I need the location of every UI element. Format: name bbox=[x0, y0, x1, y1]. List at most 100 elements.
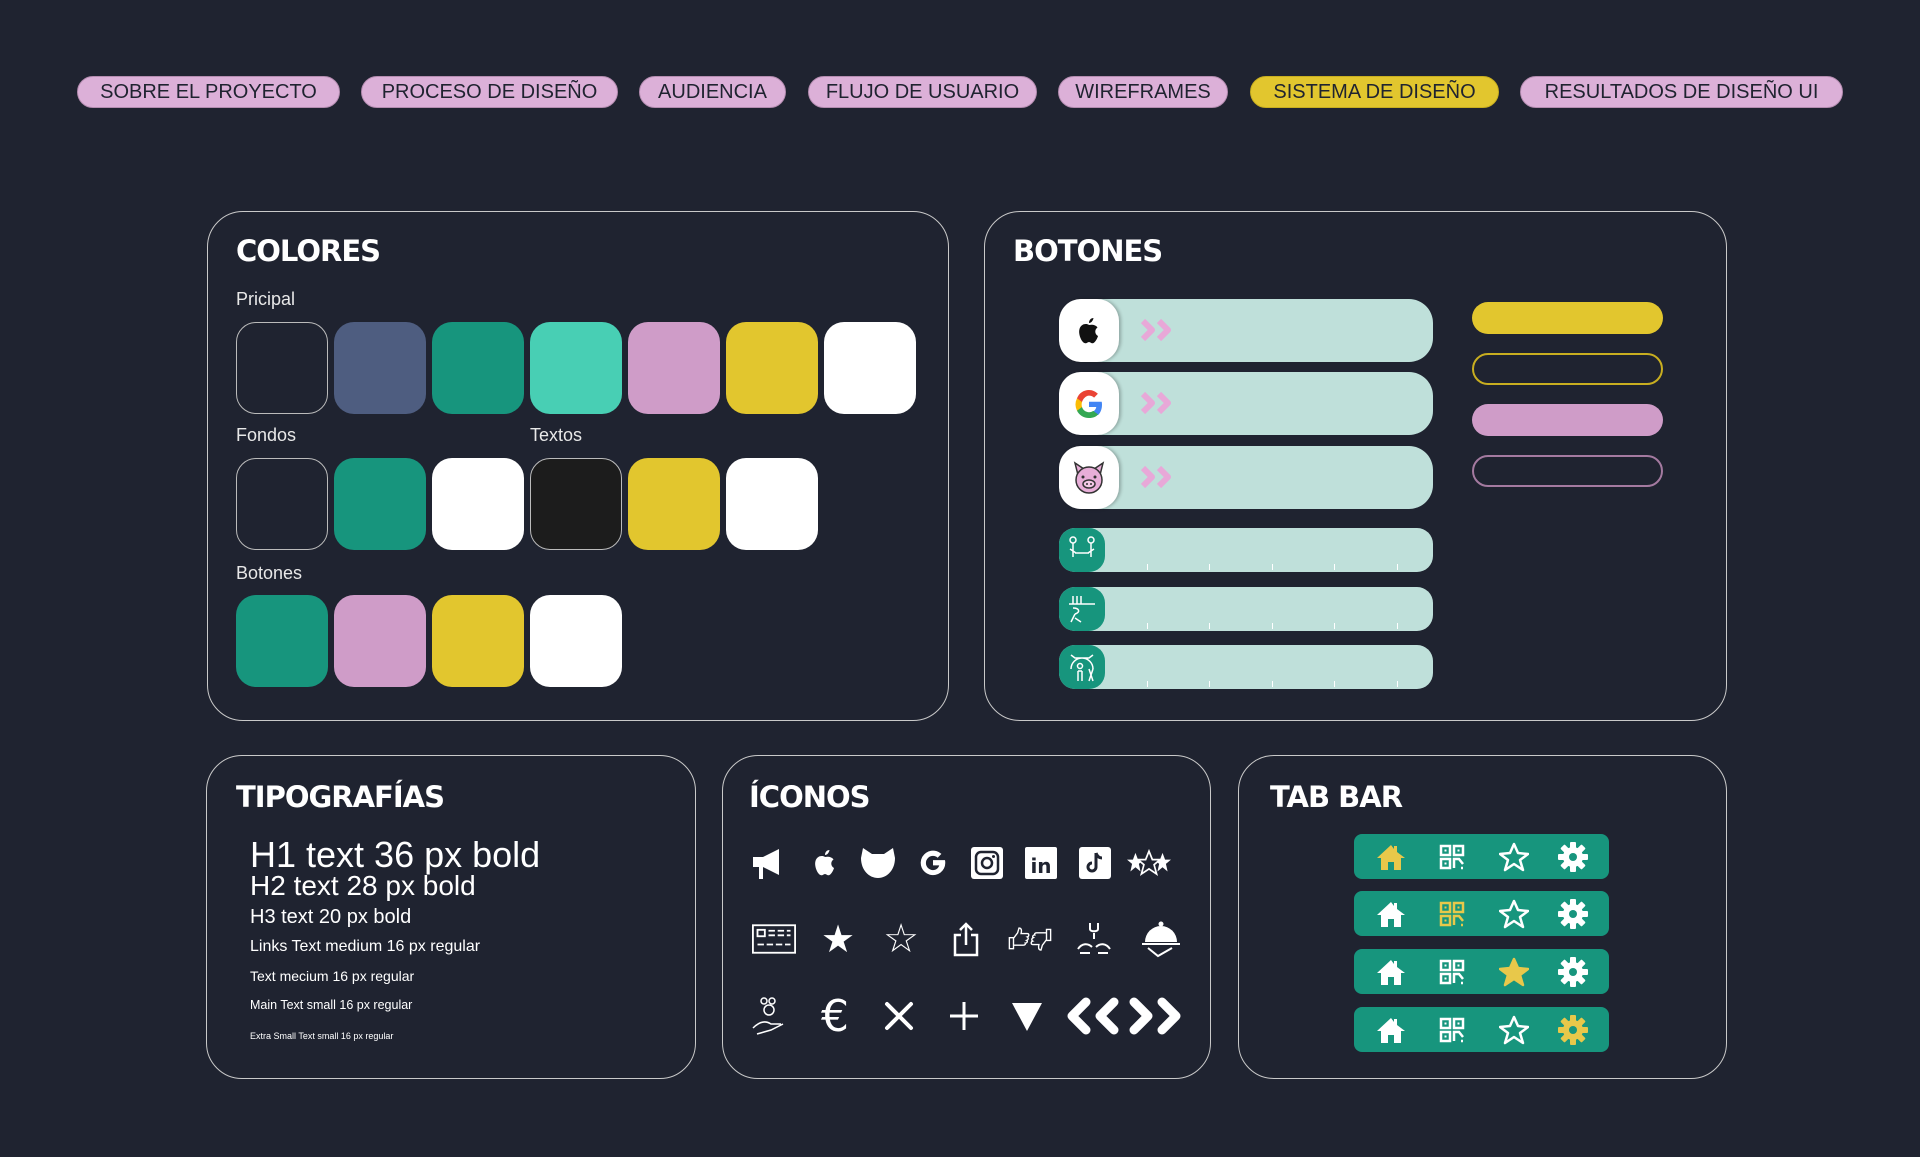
nav-tab[interactable]: RESULTADOS DE DISEÑO UI bbox=[1520, 76, 1843, 108]
home-icon[interactable] bbox=[1375, 956, 1407, 988]
filled-pill-button[interactable] bbox=[1472, 302, 1663, 334]
color-swatch bbox=[530, 458, 622, 550]
typography-sample: Links Text medium 16 px regular bbox=[250, 938, 481, 955]
outline-pill-button[interactable] bbox=[1472, 455, 1663, 487]
fondos-label: Fondos bbox=[236, 425, 297, 445]
login-button[interactable] bbox=[1059, 372, 1433, 435]
double-chevron-right-icon bbox=[1139, 390, 1179, 421]
pig-head-icon bbox=[856, 841, 900, 885]
bar-tick bbox=[1272, 623, 1273, 629]
double-chevron-right-icon bbox=[1139, 464, 1179, 495]
login-button[interactable] bbox=[1059, 446, 1433, 509]
typography-sample: Extra Small Text small 16 px regular bbox=[250, 1031, 394, 1041]
nav-tab[interactable]: FLUJO DE USUARIO bbox=[808, 76, 1037, 108]
typography-sample: H2 text 28 px bold bbox=[250, 870, 476, 901]
nav-tab[interactable]: PROCESO DE DISEÑO bbox=[361, 76, 618, 108]
color-swatch bbox=[628, 322, 720, 414]
apple-icon bbox=[803, 841, 847, 885]
outline-pill-button[interactable] bbox=[1472, 353, 1663, 385]
bar-tick bbox=[1334, 623, 1335, 629]
color-swatch bbox=[530, 322, 622, 414]
svg-text:in: in bbox=[1030, 854, 1051, 878]
typography-sample: H3 text 20 px bold bbox=[250, 906, 412, 928]
color-swatch bbox=[432, 458, 524, 550]
megaphone-icon bbox=[748, 841, 792, 885]
person-arch-icon bbox=[1059, 645, 1105, 689]
bar-tick bbox=[1334, 564, 1335, 570]
bar-tick bbox=[1397, 623, 1398, 629]
tiktok-icon bbox=[1073, 841, 1117, 885]
bar-tick bbox=[1209, 623, 1210, 629]
apple-icon bbox=[1059, 299, 1119, 362]
linkedin-icon: in bbox=[1019, 841, 1063, 885]
gear-icon[interactable] bbox=[1557, 1014, 1589, 1046]
home-icon[interactable] bbox=[1375, 1014, 1407, 1046]
nav-tab[interactable]: AUDIENCIA bbox=[639, 76, 786, 108]
star-icon[interactable] bbox=[1498, 841, 1530, 873]
tipografias-card bbox=[206, 755, 696, 1079]
colores-title: COLORES bbox=[236, 234, 381, 268]
bar-tick bbox=[1272, 681, 1273, 687]
google-icon bbox=[1059, 372, 1119, 435]
color-swatch bbox=[726, 458, 818, 550]
star-icon[interactable] bbox=[1498, 956, 1530, 988]
coins-hand-icon bbox=[747, 994, 791, 1038]
color-swatch bbox=[824, 322, 916, 414]
tipografias-title: TIPOGRAFÍAS bbox=[236, 780, 445, 814]
qr-icon[interactable] bbox=[1436, 898, 1468, 930]
qr-icon[interactable] bbox=[1436, 956, 1468, 988]
bar-tick bbox=[1272, 564, 1273, 570]
triangle-down-icon bbox=[1005, 994, 1049, 1038]
colores-card bbox=[207, 211, 949, 721]
gear-icon[interactable] bbox=[1557, 841, 1589, 873]
cloche-icon bbox=[1139, 917, 1183, 961]
botones-label: Botones bbox=[236, 563, 303, 583]
star-icon[interactable] bbox=[1498, 898, 1530, 930]
home-icon[interactable] bbox=[1375, 898, 1407, 930]
iconos-title: ÍCONOS bbox=[749, 780, 871, 814]
color-swatch bbox=[236, 458, 328, 550]
color-swatch bbox=[530, 595, 622, 687]
option-bar[interactable] bbox=[1059, 645, 1433, 689]
option-bar[interactable] bbox=[1059, 587, 1433, 631]
home-icon[interactable] bbox=[1375, 841, 1407, 873]
bar-tick bbox=[1209, 681, 1210, 687]
iconos-card bbox=[722, 755, 1211, 1079]
tab-bar bbox=[1354, 1007, 1609, 1052]
qr-icon[interactable] bbox=[1436, 1014, 1468, 1046]
color-swatch bbox=[334, 458, 426, 550]
color-swatch bbox=[726, 322, 818, 414]
people-table-icon bbox=[1059, 528, 1105, 572]
close-icon bbox=[877, 994, 921, 1038]
color-swatch bbox=[334, 322, 426, 414]
plus-icon bbox=[942, 994, 986, 1038]
instagram-icon bbox=[965, 841, 1009, 885]
pig-icon bbox=[1059, 446, 1119, 509]
tabbar-card bbox=[1238, 755, 1727, 1079]
textos-label: Textos bbox=[530, 425, 583, 445]
login-button[interactable] bbox=[1059, 299, 1433, 362]
botones-title: BOTONES bbox=[1013, 234, 1163, 268]
color-swatch bbox=[432, 595, 524, 687]
gear-icon[interactable] bbox=[1557, 956, 1589, 988]
qr-icon[interactable] bbox=[1436, 841, 1468, 873]
tab-bar bbox=[1354, 834, 1609, 879]
hands-group-icon bbox=[1072, 917, 1116, 961]
gear-icon[interactable] bbox=[1557, 898, 1589, 930]
nav-tab[interactable]: SOBRE EL PROYECTO bbox=[77, 76, 340, 108]
botones-card bbox=[984, 211, 1727, 721]
tab-bar bbox=[1354, 891, 1609, 936]
filled-pill-button[interactable] bbox=[1472, 404, 1663, 436]
color-swatch bbox=[628, 458, 720, 550]
three-stars-icon bbox=[1127, 841, 1171, 885]
typography-sample: Main Text small 16 px regular bbox=[250, 998, 413, 1012]
id-card-icon bbox=[752, 917, 796, 961]
option-bar[interactable] bbox=[1059, 528, 1433, 572]
thumbs-up-down-icon bbox=[1008, 917, 1052, 961]
euro-icon: € bbox=[821, 990, 849, 1042]
double-chevron-right-icon bbox=[1139, 317, 1179, 348]
star-icon[interactable] bbox=[1498, 1014, 1530, 1046]
star-outline-icon: ☆ bbox=[883, 917, 919, 961]
nav-tab[interactable]: SISTEMA DE DISEÑO bbox=[1250, 76, 1499, 108]
nav-tab[interactable]: WIREFRAMES bbox=[1058, 76, 1228, 108]
